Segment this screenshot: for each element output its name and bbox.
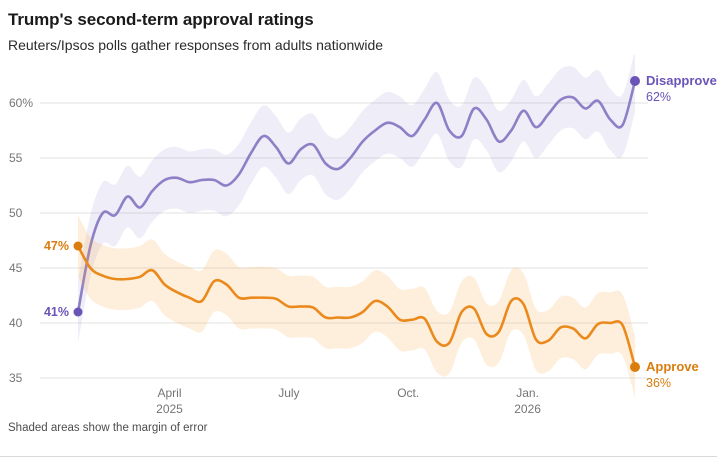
chart-subtitle: Reuters/Ipsos polls gather responses fro…: [8, 37, 384, 53]
chart-footnote: Shaded areas show the margin of error: [8, 422, 208, 434]
start-value-label-disapprove: 41%: [44, 305, 69, 319]
x-tick-label: Jan.: [516, 386, 539, 400]
x-tick-label: Oct.: [397, 386, 419, 400]
x-tick-label: July: [278, 386, 299, 400]
margin-band-approve: [78, 215, 635, 398]
y-tick-label: 35: [9, 371, 23, 385]
approval-chart-svg: 35 40 45 50 55 60% April 2025 July Oct. Jan. 2026 41…: [9, 55, 717, 416]
end-value-label-approve: 36%: [646, 376, 671, 390]
start-dot-disapprove: [73, 307, 83, 317]
line-chart: 35 40 45 50 55 60% April 2025 July Oct. Jan. 2026 41…: [0, 55, 717, 419]
chart-title: Trump's second-term approval ratings: [8, 10, 314, 29]
bottom-divider: [0, 456, 717, 457]
y-tick-label: 45: [9, 261, 23, 275]
margin-band-disapprove: [78, 55, 635, 343]
y-tick-label: 50: [9, 206, 23, 220]
line-approve: [76, 244, 637, 369]
end-dot-disapprove: [630, 76, 640, 86]
series-name-label-approve: Approve: [646, 359, 699, 374]
x-tick-label: 2025: [156, 402, 183, 416]
end-value-label-disapprove: 62%: [646, 90, 671, 104]
x-tick-label: April: [157, 386, 181, 400]
y-tick-label: 55: [9, 151, 23, 165]
x-tick-label: 2026: [514, 402, 541, 416]
approval-ratings-card: Trump's second-term approval ratings Reu…: [0, 10, 717, 458]
start-value-label-approve: 47%: [44, 239, 69, 253]
y-tick-label: 60%: [9, 96, 33, 110]
y-tick-label: 40: [9, 316, 23, 330]
line-disapprove: [76, 79, 637, 314]
start-dot-approve: [73, 241, 83, 251]
end-dot-approve: [630, 362, 640, 372]
series-name-label-disapprove: Disapprove: [646, 73, 717, 88]
